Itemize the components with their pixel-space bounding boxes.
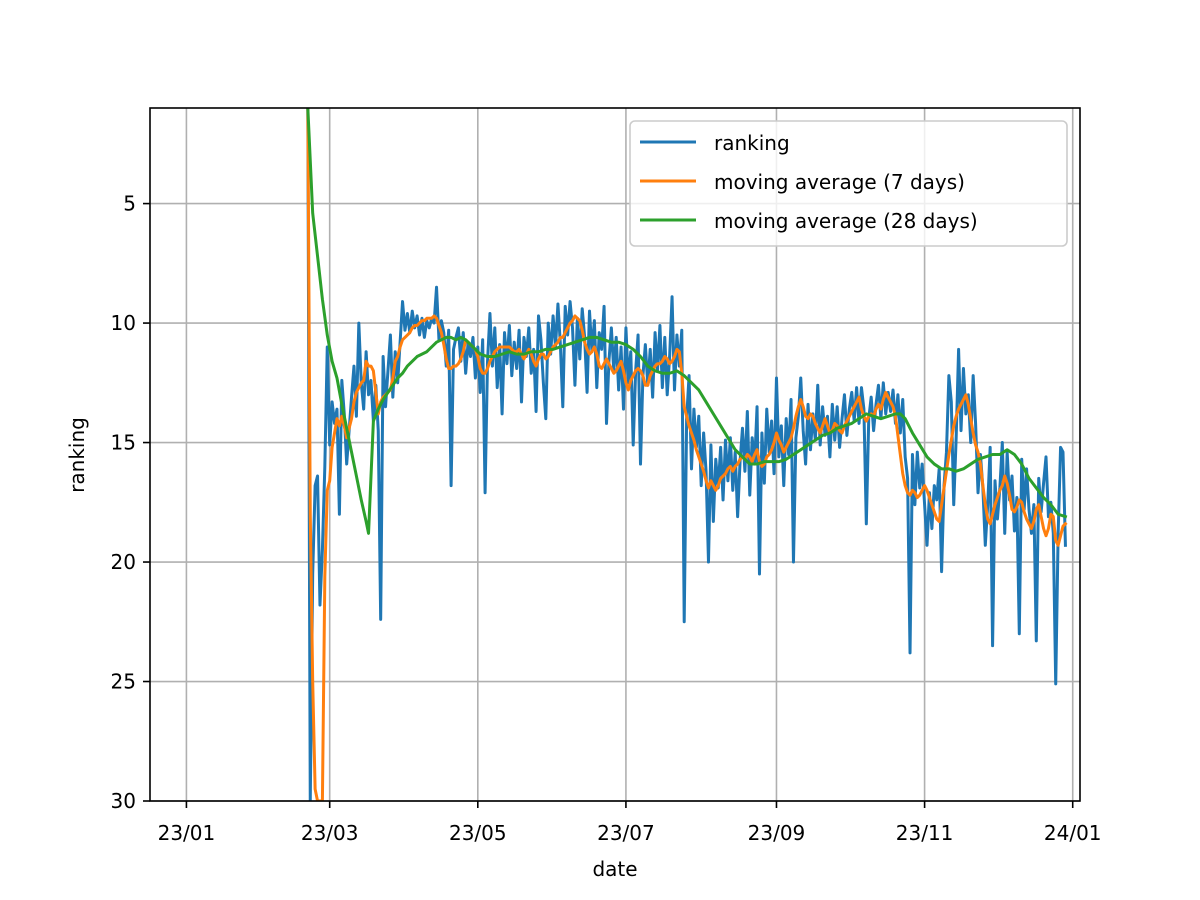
x-tick-label: 24/01	[1044, 821, 1102, 845]
y-tick-label: 20	[111, 550, 136, 574]
legend-label: ranking	[714, 131, 790, 155]
x-tick-label: 23/03	[301, 821, 359, 845]
x-tick-label: 23/09	[748, 821, 806, 845]
y-axis-ticks: 5 10 15 20 25 30	[111, 192, 150, 813]
series-lines	[306, 108, 1068, 801]
legend: ranking moving average (7 days) moving ave…	[629, 120, 1068, 247]
plot-frame	[149, 107, 1081, 802]
legend-box	[629, 120, 1068, 247]
y-axis-label: ranking	[65, 417, 89, 493]
y-tick-label: 25	[111, 670, 136, 694]
x-axis-ticks: 23/01 23/03 23/05 23/07 23/09 23/11 24/01	[158, 801, 1102, 845]
series-line-ma28	[306, 108, 1068, 535]
x-tick-label: 23/07	[597, 821, 655, 845]
y-tick-label: 10	[111, 311, 136, 335]
grid	[150, 108, 1080, 802]
y-tick-label: 30	[111, 789, 136, 813]
y-tick-label: 15	[111, 431, 136, 455]
x-axis-label: date	[592, 857, 637, 881]
x-tick-label: 23/05	[449, 821, 507, 845]
x-tick-label: 23/11	[896, 821, 954, 845]
legend-label: moving average (28 days)	[714, 209, 978, 233]
x-tick-label: 23/01	[158, 821, 216, 845]
legend-label: moving average (7 days)	[714, 170, 965, 194]
series-line-ma7	[306, 108, 1068, 801]
y-tick-label: 5	[123, 192, 136, 216]
